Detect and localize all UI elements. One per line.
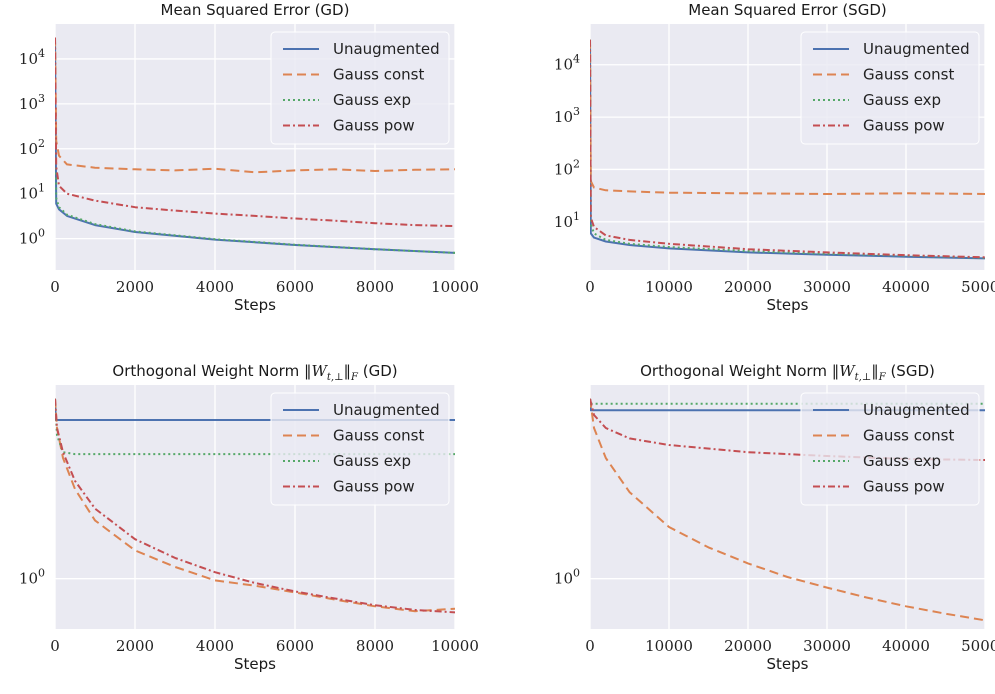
- legend-entry: Gauss pow: [863, 478, 945, 496]
- x-tick-label: 2000: [116, 637, 154, 655]
- chart-title: Orthogonal Weight Norm ‖Wt,⊥‖F (GD): [112, 362, 397, 383]
- y-tick-label: 103: [554, 105, 580, 126]
- x-tick-label: 30000: [803, 637, 851, 655]
- x-tick-label: 0: [50, 637, 60, 655]
- chart-panel-2: 0 2000 4000 6000 8000 10000 100 Orthogonal Weig…: [19, 362, 479, 673]
- series-line-gauss-const: [55, 37, 455, 174]
- legend-box: [270, 31, 450, 145]
- legend-entry: Gauss pow: [333, 117, 415, 135]
- x-tick-label: 6000: [276, 278, 314, 296]
- series-line-gauss-const: [590, 39, 985, 195]
- chart-title: Orthogonal Weight Norm ‖Wt,⊥‖F (SGD): [640, 362, 935, 383]
- x-tick-label: 4000: [196, 637, 234, 655]
- y-tick-label: 100: [554, 567, 580, 588]
- legend-entry: Gauss const: [333, 427, 424, 445]
- x-tick-label: 0: [50, 278, 60, 296]
- chart-panel-0: 0 2000 4000 6000 8000 10000 100 101 102 103 104 Mea…: [19, 1, 479, 314]
- legend-box: [800, 31, 980, 145]
- x-tick-label: 0: [585, 637, 595, 655]
- legend: Unaugmented Gauss const Gauss exp Gauss pow: [800, 31, 980, 145]
- y-tick-label: 101: [19, 182, 45, 203]
- legend-entry: Gauss exp: [333, 91, 411, 109]
- x-axis-label: Steps: [767, 655, 809, 673]
- legend-entry: Unaugmented: [863, 401, 970, 419]
- legend-entry: Gauss exp: [333, 452, 411, 470]
- y-tick-label: 102: [554, 157, 580, 178]
- legend-box: [270, 392, 450, 506]
- x-tick-label: 50000: [961, 278, 995, 296]
- y-tick-label: 104: [19, 47, 45, 68]
- x-tick-label: 40000: [882, 637, 930, 655]
- chart-title: Mean Squared Error (SGD): [688, 1, 886, 19]
- legend: Unaugmented Gauss const Gauss exp Gauss pow: [270, 31, 450, 145]
- chart-panel-1: 0 10000 20000 30000 40000 50000 101 102 103 104 Me…: [554, 1, 995, 314]
- series-line-gauss-const: [590, 398, 985, 622]
- legend-entry: Gauss const: [333, 66, 424, 84]
- legend-entry: Unaugmented: [333, 401, 440, 419]
- y-tick-label: 100: [19, 567, 45, 588]
- x-tick-label: 20000: [724, 637, 772, 655]
- legend-entry: Gauss pow: [333, 478, 415, 496]
- legend-entry: Gauss pow: [863, 117, 945, 135]
- legend: Unaugmented Gauss const Gauss exp Gauss pow: [800, 392, 980, 506]
- x-tick-label: 2000: [116, 278, 154, 296]
- y-tick-label: 102: [19, 137, 45, 158]
- x-axis-label: Steps: [767, 296, 809, 314]
- series-line-gauss-exp: [590, 398, 985, 405]
- x-tick-label: 10000: [645, 637, 693, 655]
- series-line-gauss-pow: [55, 37, 455, 228]
- legend-entry: Gauss const: [863, 66, 954, 84]
- x-tick-label: 6000: [276, 637, 314, 655]
- series-line-gauss-const: [55, 398, 455, 613]
- x-tick-label: 4000: [196, 278, 234, 296]
- legend-entry: Unaugmented: [333, 40, 440, 58]
- series-line-gauss-pow: [590, 39, 985, 259]
- series-line-gauss-pow: [55, 398, 455, 614]
- series-line-unaugmented: [590, 39, 985, 260]
- legend-entry: Unaugmented: [863, 40, 970, 58]
- x-axis-label: Steps: [234, 655, 276, 673]
- y-tick-label: 100: [19, 227, 45, 248]
- series-line-gauss-exp: [55, 37, 455, 254]
- y-tick-label: 104: [554, 53, 580, 74]
- x-tick-label: 20000: [724, 278, 772, 296]
- y-tick-label: 101: [554, 210, 580, 231]
- x-tick-label: 10000: [431, 637, 479, 655]
- x-tick-label: 0: [585, 278, 595, 296]
- y-tick-label: 103: [19, 92, 45, 113]
- x-tick-label: 50000: [961, 637, 995, 655]
- legend: Unaugmented Gauss const Gauss exp Gauss pow: [270, 392, 450, 506]
- x-tick-label: 8000: [356, 637, 394, 655]
- chart-panel-3: 0 10000 20000 30000 40000 50000 100 Orthogonal …: [554, 362, 995, 673]
- x-axis-label: Steps: [234, 296, 276, 314]
- x-tick-label: 10000: [645, 278, 693, 296]
- series-line-gauss-exp: [590, 39, 985, 259]
- x-tick-label: 40000: [882, 278, 930, 296]
- legend-entry: Gauss const: [863, 427, 954, 445]
- x-tick-label: 8000: [356, 278, 394, 296]
- x-tick-label: 30000: [803, 278, 851, 296]
- legend-entry: Gauss exp: [863, 452, 941, 470]
- x-tick-label: 10000: [431, 278, 479, 296]
- chart-title: Mean Squared Error (GD): [161, 1, 350, 19]
- legend-box: [800, 392, 980, 506]
- legend-entry: Gauss exp: [863, 91, 941, 109]
